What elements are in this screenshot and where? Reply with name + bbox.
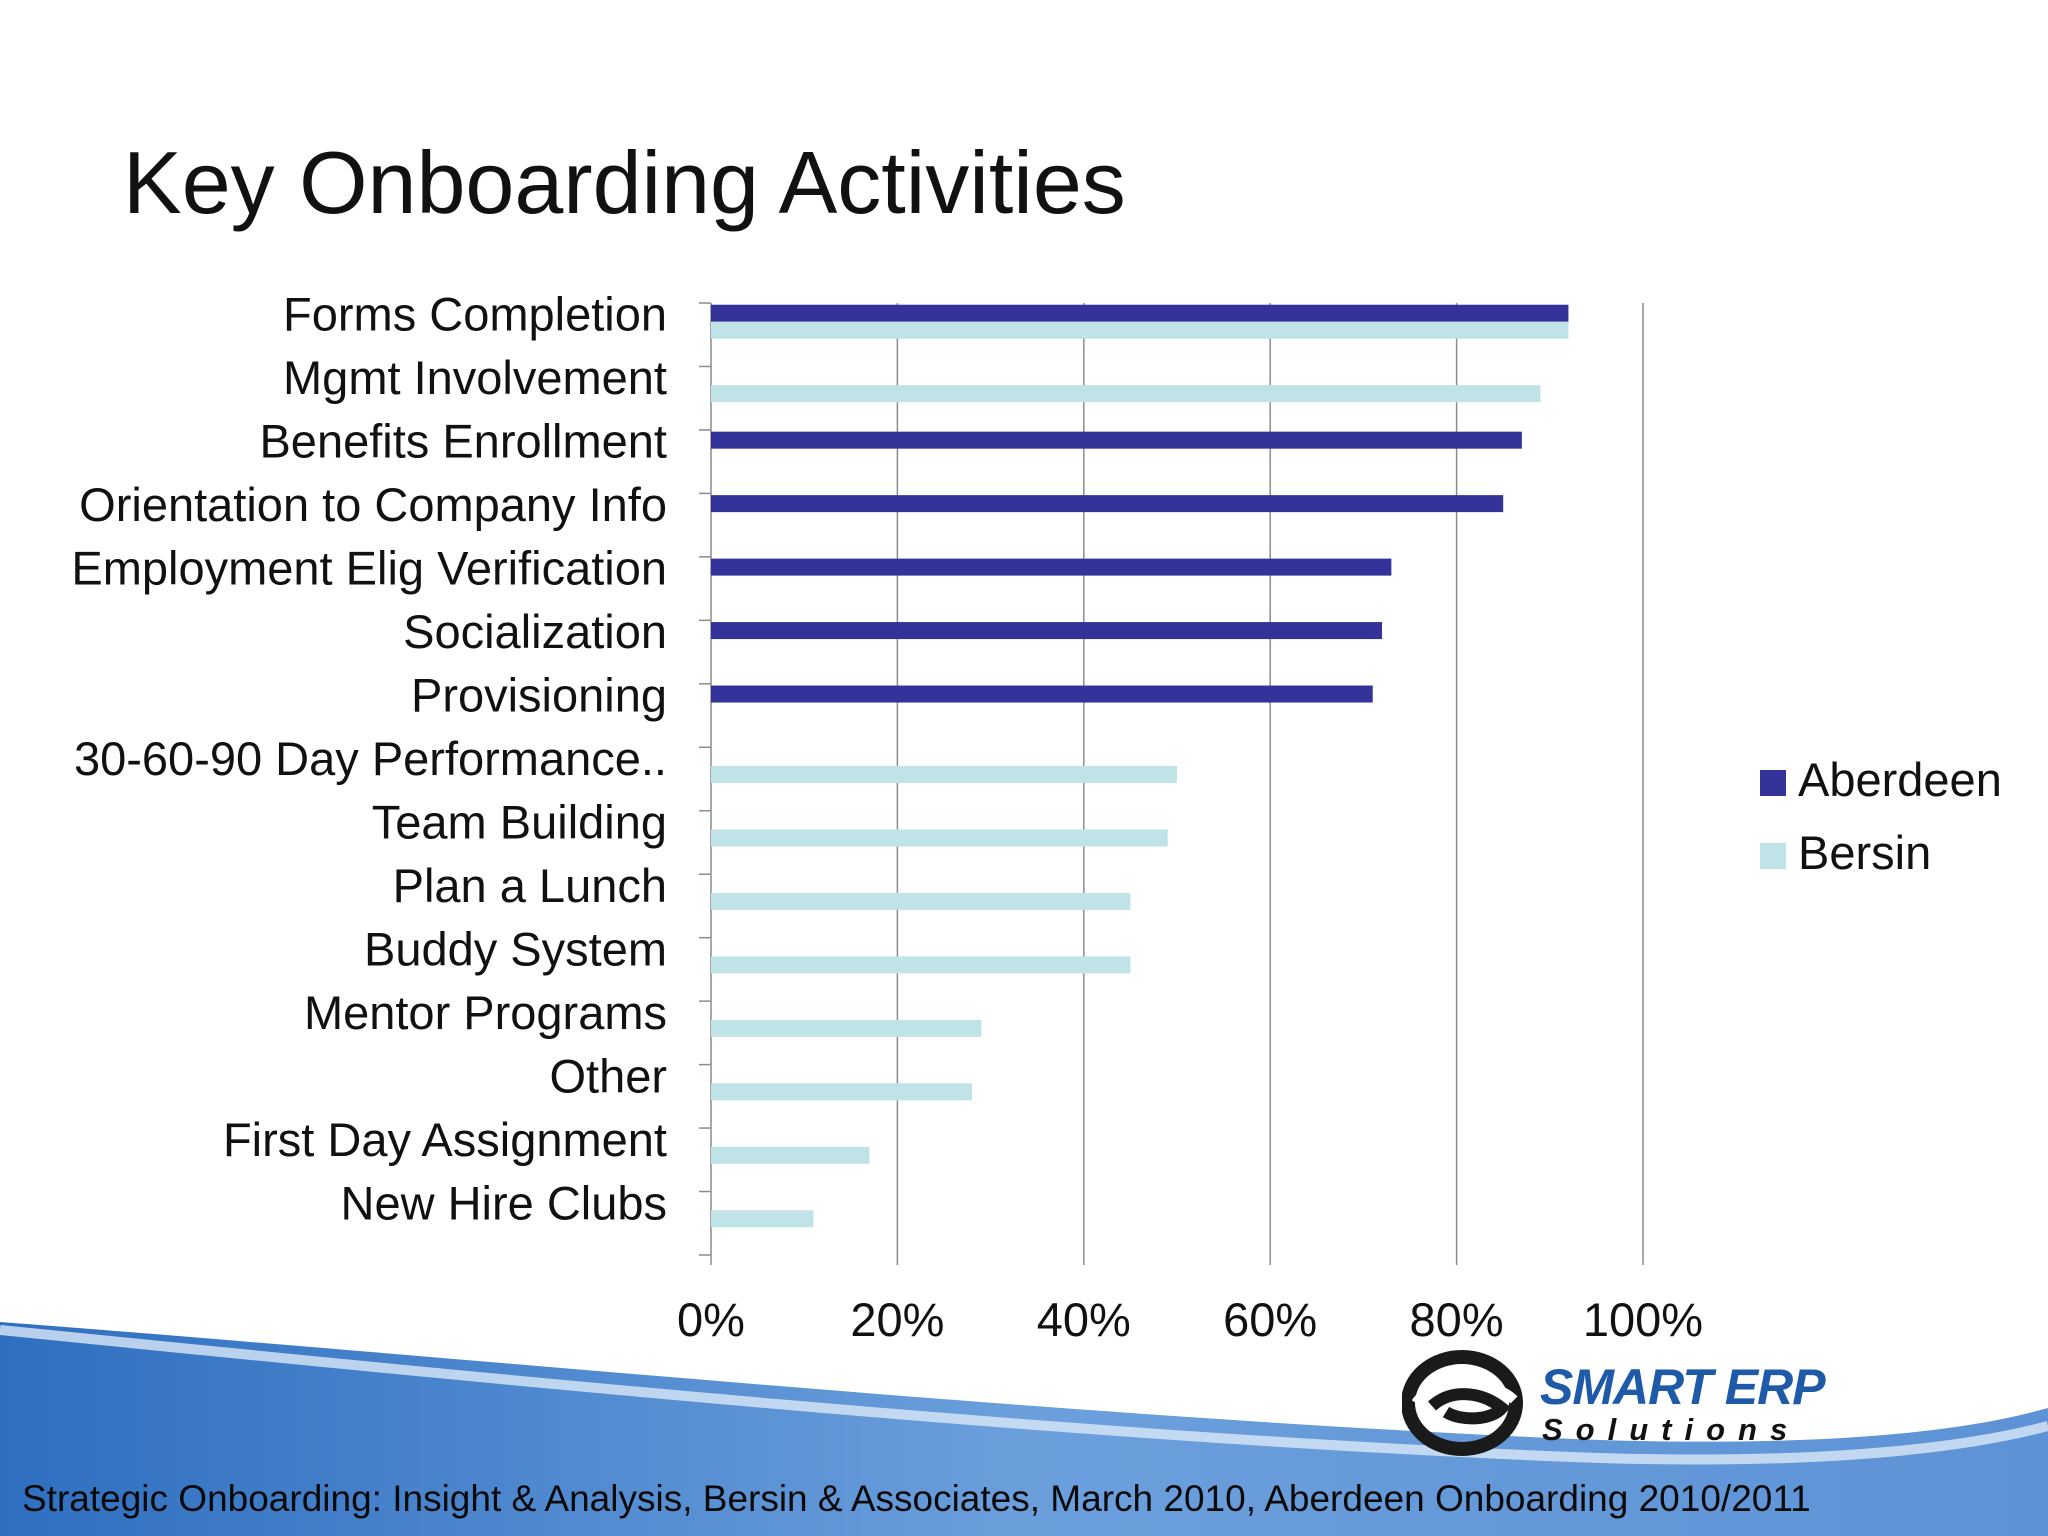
category-label: Other	[549, 1049, 667, 1102]
bar-aberdeen	[711, 495, 1504, 513]
bar-bersin	[711, 1210, 814, 1228]
logo-tagline: Solutions	[1542, 1412, 1801, 1447]
category-label: Mentor Programs	[304, 986, 667, 1039]
value-tick-label: 40%	[1037, 1293, 1131, 1346]
bar-bersin	[711, 1146, 870, 1164]
category-label: Employment Elig Verification	[71, 542, 667, 595]
value-tick-label: 0%	[677, 1293, 745, 1346]
bar-aberdeen	[711, 431, 1522, 449]
category-label: Plan a Lunch	[393, 859, 667, 912]
bar-bersin	[711, 1019, 982, 1037]
legend-swatch-aberdeen	[1760, 770, 1786, 796]
smart-erp-logo: SMART ERP Solutions	[1402, 1348, 1826, 1458]
category-label: Team Building	[372, 795, 667, 848]
category-label: Provisioning	[411, 669, 667, 722]
source-citation: Strategic Onboarding: Insight & Analysis…	[22, 1478, 1811, 1519]
value-tick-label: 60%	[1223, 1293, 1317, 1346]
bar-aberdeen	[711, 685, 1373, 703]
legend-label-aberdeen: Aberdeen	[1798, 753, 2002, 806]
value-tick-label: 80%	[1410, 1293, 1504, 1346]
bar-bersin	[711, 956, 1131, 974]
bar-bersin	[711, 321, 1569, 339]
category-label: Buddy System	[364, 922, 667, 975]
category-label: Mgmt Involvement	[283, 351, 667, 404]
category-label: Orientation to Company Info	[79, 478, 667, 531]
bar-aberdeen	[711, 622, 1383, 640]
category-label: First Day Assignment	[223, 1113, 667, 1166]
bar-aberdeen	[711, 558, 1392, 576]
legend-label-bersin: Bersin	[1798, 826, 1931, 879]
category-label: Benefits Enrollment	[259, 415, 667, 468]
bar-bersin	[711, 766, 1177, 783]
category-label: Socialization	[403, 605, 667, 658]
slide-title: Key Onboarding Activities	[123, 133, 1126, 232]
logo-swirl-icon	[1402, 1350, 1523, 1456]
bar-aberdeen	[711, 304, 1569, 322]
category-label: Forms Completion	[283, 288, 667, 341]
value-tick-label: 100%	[1583, 1293, 1703, 1346]
bar-bersin	[711, 892, 1131, 910]
bar-bersin	[711, 829, 1168, 847]
value-tick-label: 20%	[850, 1293, 944, 1346]
bar-bersin	[711, 385, 1541, 403]
category-label: 30-60-90 Day Performance..	[74, 732, 667, 785]
legend-swatch-bersin	[1760, 843, 1786, 869]
category-label: New Hire Clubs	[341, 1176, 667, 1229]
logo-wordmark: SMART ERP	[1540, 1359, 1826, 1415]
bar-bersin	[711, 1083, 972, 1101]
